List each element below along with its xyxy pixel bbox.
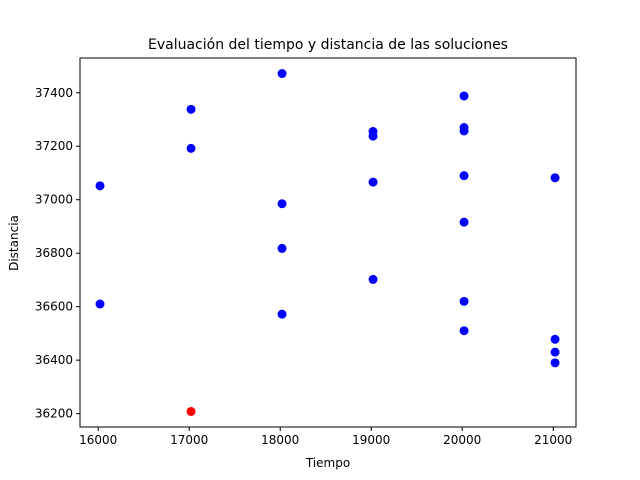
data-point bbox=[368, 131, 378, 141]
x-tick-label: 20000 bbox=[443, 433, 481, 447]
x-tick-label: 17000 bbox=[170, 433, 208, 447]
data-point bbox=[459, 296, 469, 306]
y-tick-label: 37200 bbox=[35, 139, 73, 153]
data-point bbox=[459, 126, 469, 136]
x-tick-label: 19000 bbox=[352, 433, 390, 447]
data-point bbox=[550, 173, 560, 183]
y-tick-label: 36400 bbox=[35, 353, 73, 367]
data-point bbox=[550, 334, 560, 344]
y-tick-label: 37400 bbox=[35, 86, 73, 100]
data-point bbox=[277, 243, 287, 253]
data-point bbox=[186, 406, 196, 416]
y-axis-ticks: 36200 36400 36600 36800 37000 37200 37400 bbox=[35, 86, 80, 421]
data-point bbox=[277, 69, 287, 79]
data-point bbox=[277, 199, 287, 209]
y-tick-label: 36600 bbox=[35, 300, 73, 314]
y-tick-label: 36800 bbox=[35, 246, 73, 260]
y-axis-label: Distancia bbox=[7, 215, 21, 271]
data-point bbox=[186, 104, 196, 114]
y-tick-label: 37000 bbox=[35, 193, 73, 207]
data-point bbox=[368, 274, 378, 284]
data-point bbox=[277, 309, 287, 319]
x-tick-label: 21000 bbox=[534, 433, 572, 447]
data-point bbox=[550, 358, 560, 368]
y-tick-label: 36200 bbox=[35, 407, 73, 421]
data-point bbox=[459, 217, 469, 227]
x-axis-ticks: 16000 17000 18000 19000 20000 21000 bbox=[79, 427, 572, 447]
data-point bbox=[368, 177, 378, 187]
data-point bbox=[95, 181, 105, 191]
data-point bbox=[459, 91, 469, 101]
data-point bbox=[459, 171, 469, 181]
chart-title: Evaluación del tiempo y distancia de las… bbox=[148, 37, 508, 53]
data-point bbox=[186, 143, 196, 153]
data-point bbox=[459, 326, 469, 336]
x-tick-label: 16000 bbox=[79, 433, 117, 447]
x-axis-label: Tiempo bbox=[305, 456, 350, 470]
data-point bbox=[550, 347, 560, 357]
x-tick-label: 18000 bbox=[261, 433, 299, 447]
data-points bbox=[95, 69, 560, 416]
plot-area-frame bbox=[79, 57, 577, 428]
data-point bbox=[95, 299, 105, 309]
